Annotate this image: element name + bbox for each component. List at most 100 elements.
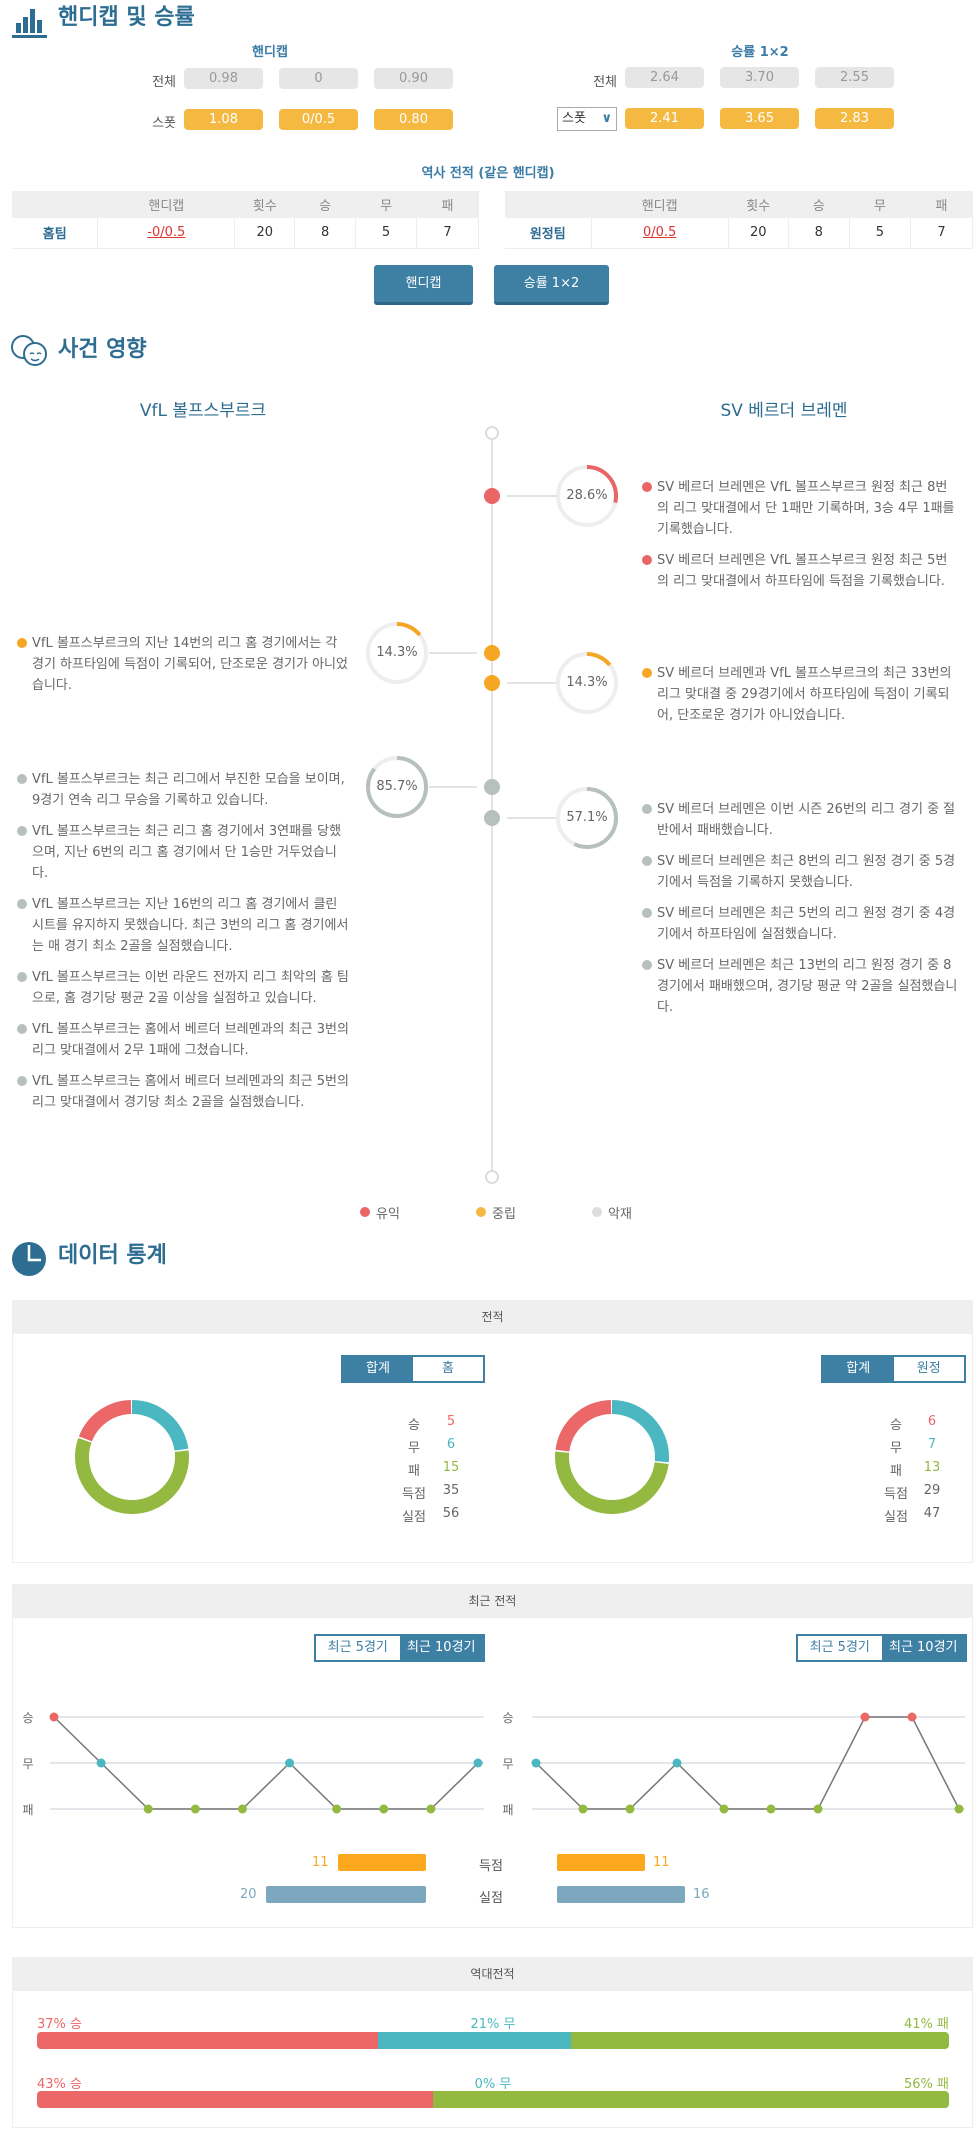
connector bbox=[429, 786, 477, 788]
percent-ring: 14.3% bbox=[365, 621, 429, 685]
handicap-link[interactable]: -0/0.5 bbox=[97, 218, 236, 249]
positive-dot bbox=[484, 488, 500, 504]
h2h-lose-segment bbox=[571, 2032, 949, 2049]
h2h-lose-label: 56% 패 bbox=[904, 2077, 949, 2092]
toggle-last-5[interactable]: 최근 5경기 bbox=[316, 1636, 400, 1660]
stat-label: 실점 bbox=[884, 1510, 908, 1525]
stat-value: 15 bbox=[442, 1460, 460, 1475]
section-title-impact: 사건 영향 bbox=[58, 337, 147, 362]
history-title: 역사 전적 (같은 핸디캡) bbox=[421, 166, 555, 181]
odds-button[interactable]: 승률 1×2 bbox=[494, 265, 609, 305]
section-title-stats: 데이터 통계 bbox=[58, 1243, 167, 1268]
toggle-last-5[interactable]: 최근 5경기 bbox=[798, 1636, 882, 1660]
odds-box[interactable]: 2.55 bbox=[815, 67, 894, 88]
timeline-end bbox=[485, 1170, 499, 1184]
odds-box[interactable]: 0/0.5 bbox=[279, 109, 358, 130]
odds-box[interactable]: 2.41 bbox=[625, 108, 704, 129]
odds-box[interactable]: 0.98 bbox=[184, 68, 263, 89]
odds-box[interactable]: 0.90 bbox=[374, 68, 453, 89]
stat-label: 승 bbox=[890, 1418, 902, 1433]
away-goals-bar bbox=[557, 1854, 645, 1871]
h2h-draw-label: 0% 무 bbox=[474, 2077, 512, 2092]
odds-box[interactable]: 1.08 bbox=[184, 109, 263, 130]
handicap-link[interactable]: 0/0.5 bbox=[591, 218, 729, 249]
neutral-dot bbox=[484, 675, 500, 691]
list-item: VfL 볼프스부르크는 홈에서 베르더 브레멘과의 최근 5번의 리그 맞대결에… bbox=[17, 1071, 349, 1113]
col-header: 패 bbox=[416, 191, 479, 218]
stat-label: 무 bbox=[408, 1441, 420, 1456]
stat-value: 47 bbox=[923, 1506, 941, 1521]
form-line bbox=[53, 1716, 479, 1810]
bar-chart-icon bbox=[12, 9, 47, 38]
odds-box[interactable]: 2.64 bbox=[625, 67, 704, 88]
list-item: SV 베르더 브레멘은 최근 13번의 리그 원정 경기 중 8경기에서 패배했… bbox=[642, 955, 958, 1018]
handicap-header: 핸디캡 bbox=[252, 45, 288, 60]
table-row: 홈팀 -0/0.5 20 8 5 7 bbox=[12, 218, 479, 249]
col-header: 핸디캡 bbox=[97, 191, 235, 218]
away-history-table: 핸디캡 횟수 승 무 패 원정팀 0/0.5 20 8 5 7 bbox=[505, 191, 974, 249]
h2h-lose-segment bbox=[433, 2091, 949, 2108]
form-point bbox=[285, 1758, 295, 1768]
away-conceded-bar bbox=[557, 1886, 685, 1903]
ring-arc bbox=[366, 622, 428, 684]
draw-segment bbox=[555, 1400, 669, 1514]
form-point bbox=[625, 1804, 635, 1814]
h2h-draw-segment bbox=[377, 2032, 572, 2049]
list-item: VfL 볼프스부르크는 최근 리그에서 부진한 모습을 보이며, 9경기 연속 … bbox=[17, 769, 349, 811]
odds-header: 승률 1×2 bbox=[731, 45, 789, 60]
col-header: 승 bbox=[788, 191, 850, 218]
handicap-button[interactable]: 핸디캡 bbox=[374, 265, 473, 305]
odds-type-select[interactable]: 스폿 ∨ bbox=[557, 107, 617, 131]
connector bbox=[429, 652, 477, 654]
section-title-handicap: 핸디캡 및 승률 bbox=[58, 5, 195, 30]
connector bbox=[507, 495, 557, 497]
ring-arc bbox=[556, 465, 618, 527]
stat-label: 득점 bbox=[884, 1487, 908, 1502]
list-item: VfL 볼프스부르크의 지난 14번의 리그 홈 경기에서는 각 경기 하프타임… bbox=[17, 633, 349, 696]
home-goals-bar bbox=[338, 1854, 426, 1871]
col-header: 승 bbox=[294, 191, 356, 218]
odds-box[interactable]: 0 bbox=[279, 68, 358, 89]
goals-label: 득점 bbox=[479, 1859, 503, 1874]
ring-arc bbox=[556, 652, 618, 714]
toggle-last-10[interactable]: 최근 10경기 bbox=[881, 1636, 965, 1660]
odds-box[interactable]: 3.65 bbox=[720, 108, 799, 129]
form-point bbox=[860, 1712, 870, 1722]
toggle-total[interactable]: 합계 bbox=[343, 1357, 413, 1381]
select-value: 스폿 bbox=[562, 111, 586, 126]
away-conceded-value: 16 bbox=[693, 1887, 710, 1902]
lose-segment bbox=[555, 1400, 669, 1514]
stat-label: 득점 bbox=[402, 1487, 426, 1502]
form-point bbox=[332, 1804, 342, 1814]
percent-ring: 57.1% bbox=[555, 786, 619, 850]
negative-dot bbox=[484, 810, 500, 826]
stat-value: 7 bbox=[927, 1437, 937, 1452]
axis-label: 패 bbox=[502, 1803, 513, 1817]
odds-box[interactable]: 2.83 bbox=[815, 108, 894, 129]
panel-header: 역대전적 bbox=[13, 1958, 972, 1991]
away-recent-toggle: 최근 5경기 최근 10경기 bbox=[796, 1634, 967, 1662]
home-conceded-value: 20 bbox=[240, 1887, 257, 1902]
toggle-away[interactable]: 원정 bbox=[893, 1357, 964, 1381]
col-header: 횟수 bbox=[728, 191, 789, 218]
chevron-down-icon: ∨ bbox=[601, 111, 612, 126]
odds-box[interactable]: 0.80 bbox=[374, 109, 453, 130]
toggle-home[interactable]: 홈 bbox=[413, 1357, 483, 1381]
form-point bbox=[907, 1712, 917, 1722]
form-point bbox=[49, 1712, 59, 1722]
form-line bbox=[535, 1716, 960, 1810]
form-point bbox=[672, 1758, 682, 1768]
h2h-win-label: 37% 승 bbox=[37, 2017, 82, 2032]
toggle-last-10[interactable]: 최근 10경기 bbox=[399, 1636, 483, 1660]
form-point bbox=[766, 1804, 776, 1814]
home-negative-list: VfL 볼프스부르크는 최근 리그에서 부진한 모습을 보이며, 9경기 연속 … bbox=[17, 769, 349, 1113]
form-point bbox=[143, 1804, 153, 1814]
stat-value: 56 bbox=[442, 1506, 460, 1521]
away-goals-value: 11 bbox=[653, 1855, 670, 1870]
form-point bbox=[954, 1804, 964, 1814]
h2h-draw-label: 21% 무 bbox=[470, 2017, 516, 2032]
odds-box[interactable]: 3.70 bbox=[720, 67, 799, 88]
toggle-total[interactable]: 합계 bbox=[823, 1357, 894, 1381]
away-negative-list: SV 베르더 브레멘은 이번 시즌 26번의 리그 경기 중 절반에서 패배했습… bbox=[642, 799, 958, 1018]
form-point bbox=[473, 1758, 483, 1768]
